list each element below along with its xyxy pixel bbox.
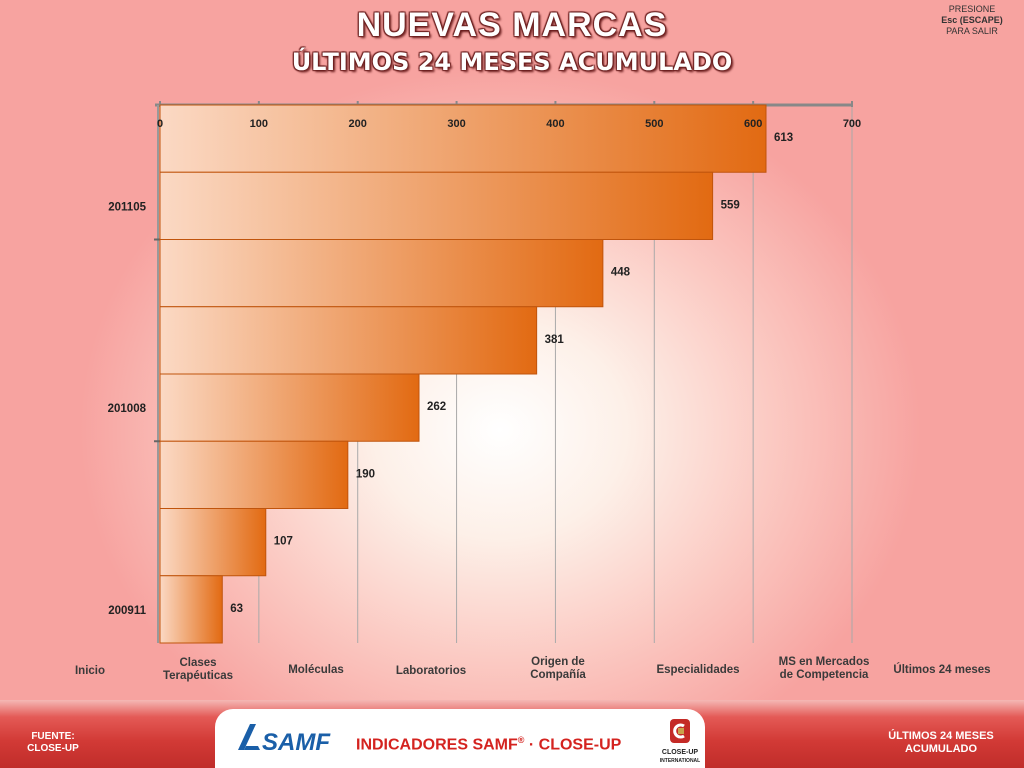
x-tick-label: 0 — [157, 118, 163, 130]
bar — [159, 575, 223, 644]
chart-labels: 0 100 200 300 400 500 600 700 613 559 448 381 262 190… — [108, 118, 862, 617]
data-label: 448 — [611, 267, 631, 279]
bar-chart: 0 100 200 300 400 500 600 700 613 559 448 381 262 190… — [108, 101, 862, 644]
nav-especialidades-label: Especialidades — [656, 664, 740, 676]
footer-source-value: CLOSE-UP — [27, 743, 79, 754]
data-label: 190 — [356, 468, 375, 480]
nav-origen-compania[interactable]: Origen de Compañía — [510, 656, 606, 682]
page-title: NUEVAS MARCAS — [356, 6, 668, 44]
closeup-logo-name: CLOSE-UP — [661, 749, 699, 756]
escape-hint: PRESIONE Esc (ESCAPE) PARA SALIR — [932, 4, 1012, 37]
footer-center-panel — [215, 709, 705, 768]
y-tick-label: 201008 — [108, 403, 147, 415]
nav-moleculas-label: Moléculas — [288, 664, 344, 676]
escape-hint-line1: PRESIONE — [948, 4, 996, 14]
navigation-bar: Inicio Clases Terapéuticas Moléculas Lab… — [0, 652, 1024, 692]
nav-clases-terapeuticas[interactable]: Clases Terapéuticas — [150, 657, 246, 683]
y-tick-label: 201105 — [108, 201, 146, 213]
nav-clases-label1: Clases — [179, 657, 217, 669]
x-tick-label: 200 — [349, 118, 367, 130]
footer-title-close-up: · CLOSE-UP — [524, 736, 622, 754]
bar — [159, 239, 604, 308]
x-tick-label: 100 — [250, 118, 268, 130]
footer-right-line2: ACUMULADO — [904, 743, 978, 755]
nav-origen-label1: Origen de — [531, 656, 585, 668]
page-subtitle: ÚLTIMOS 24 MESES ACUMULADO — [291, 48, 733, 76]
escape-hint-line2: Esc (ESCAPE) — [941, 15, 1003, 25]
data-label: 559 — [721, 199, 740, 211]
nav-clases-label2: Terapéuticas — [162, 670, 234, 682]
closeup-logo-sub: INTERNATIONAL — [659, 758, 701, 764]
bar — [159, 104, 767, 173]
nav-ultimos-label: Últimos 24 meses — [893, 664, 991, 676]
registered-mark: ® — [517, 735, 525, 745]
data-label: 107 — [274, 536, 293, 548]
nav-ultimos-24-meses[interactable]: Últimos 24 meses — [886, 664, 998, 677]
footer-right-line1: ÚLTIMOS 24 MESES — [888, 730, 994, 742]
bar — [159, 440, 349, 509]
nav-especialidades[interactable]: Especialidades — [648, 664, 748, 677]
nav-moleculas[interactable]: Moléculas — [272, 664, 360, 677]
closeup-logo: CLOSE-UP INTERNATIONAL — [655, 718, 705, 765]
nav-ms-mercados[interactable]: MS en Mercados de Competencia — [768, 656, 880, 682]
footer-source-label: FUENTE: — [31, 731, 75, 742]
chart-bars — [159, 104, 767, 644]
x-tick-label: 600 — [744, 118, 762, 130]
closeup-logo-icon — [670, 719, 690, 743]
bar — [159, 373, 420, 442]
nav-origen-label2: Compañía — [530, 669, 586, 681]
data-label: 63 — [230, 603, 243, 615]
data-label: 613 — [774, 132, 793, 144]
nav-laboratorios-label: Laboratorios — [395, 665, 467, 677]
x-tick-label: 400 — [546, 118, 564, 130]
nav-inicio-label: Inicio — [74, 665, 106, 677]
bar — [159, 508, 267, 577]
nav-laboratorios[interactable]: Laboratorios — [385, 665, 477, 678]
nav-ms-label1: MS en Mercados — [778, 656, 870, 668]
data-label: 262 — [427, 401, 446, 413]
nav-inicio[interactable]: Inicio — [60, 665, 120, 678]
footer-title: INDICADORES SAMF® · CLOSE-UP — [356, 735, 621, 754]
x-tick-label: 700 — [843, 118, 861, 130]
samf-logo: SAMF — [238, 724, 331, 756]
bar — [159, 306, 538, 375]
escape-hint-line3: PARA SALIR — [946, 26, 998, 36]
footer-title-main: INDICADORES SAMF — [356, 736, 518, 754]
x-tick-label: 500 — [645, 118, 663, 130]
bar — [159, 171, 714, 240]
y-tick-label: 200911 — [108, 605, 146, 617]
x-tick-label: 300 — [447, 118, 465, 130]
data-label: 381 — [545, 334, 565, 346]
samf-logo-text: SAMF — [262, 729, 331, 756]
nav-ms-label2: de Competencia — [779, 669, 869, 681]
footer-right-label: ÚLTIMOS 24 MESES ACUMULADO — [876, 730, 1006, 756]
footer-source: FUENTE: CLOSE-UP — [18, 731, 88, 755]
